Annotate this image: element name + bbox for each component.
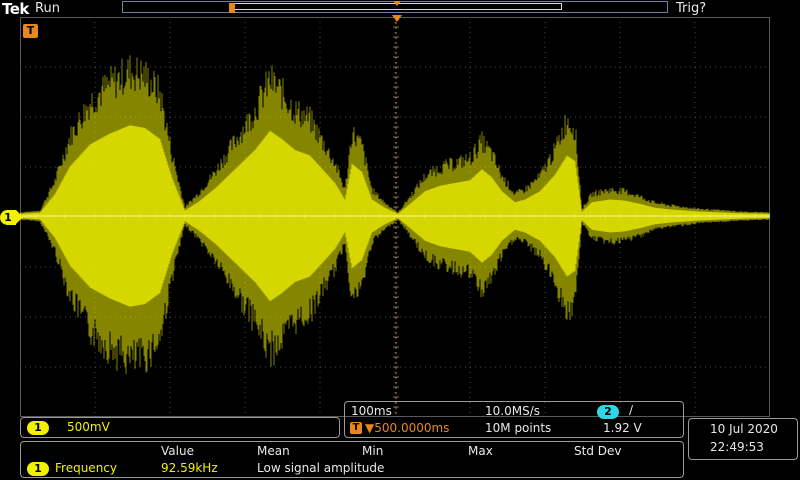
meas-channel-badge: 1	[27, 462, 49, 476]
meas-name[interactable]: Frequency	[55, 461, 117, 475]
trigger-delay: ▼500.0000ms	[365, 421, 450, 435]
meas-header-stddev: Std Dev	[574, 444, 622, 458]
trigger-delay-icon: T	[350, 422, 362, 434]
acquisition-state[interactable]: Run	[35, 1, 60, 16]
horizontal-trigger-panel[interactable]: 100ms 10.0MS/s 2 ∕ T ▼500.0000ms 10M poi…	[344, 401, 684, 438]
date-time-panel: 10 Jul 2020 22:49:53	[688, 418, 798, 460]
waveform-graticule[interactable]	[20, 17, 770, 417]
time-per-division: 100ms	[351, 404, 392, 418]
trigger-status: Trig?	[676, 1, 707, 16]
record-length: 10M points	[485, 421, 552, 435]
date-display: 10 Jul 2020	[710, 422, 778, 436]
meas-warning: Low signal amplitude	[257, 461, 385, 475]
meas-value: 92.59kHz	[161, 461, 218, 475]
trigger-source-badge: 2	[597, 405, 619, 419]
record-position-marker[interactable]	[229, 3, 235, 13]
sample-rate: 10.0MS/s	[485, 404, 540, 418]
time-display: 22:49:53	[710, 440, 764, 454]
trigger-marker-icon[interactable]: T	[23, 24, 38, 38]
brand-logo: Tek	[2, 0, 29, 18]
channel1-ground-marker[interactable]: 1	[0, 210, 23, 225]
trigger-level: 1.92 V	[603, 421, 642, 435]
meas-header-min: Min	[362, 444, 384, 458]
meas-header-mean: Mean	[257, 444, 290, 458]
meas-header-max: Max	[468, 444, 493, 458]
rising-edge-icon: ∕	[629, 403, 634, 417]
channel1-settings-panel[interactable]: 1 500mV	[20, 417, 340, 438]
channel1-badge: 1	[27, 421, 49, 435]
channel1-scale: 500mV	[67, 420, 110, 434]
trigger-position-indicator-top	[393, 1, 401, 6]
trigger-position-arrow[interactable]	[392, 15, 402, 22]
measurement-panel[interactable]: Value Mean Min Max Std Dev 1 Frequency 9…	[20, 441, 684, 478]
channel1-waveform-trace	[20, 55, 770, 375]
meas-header-value: Value	[161, 444, 194, 458]
